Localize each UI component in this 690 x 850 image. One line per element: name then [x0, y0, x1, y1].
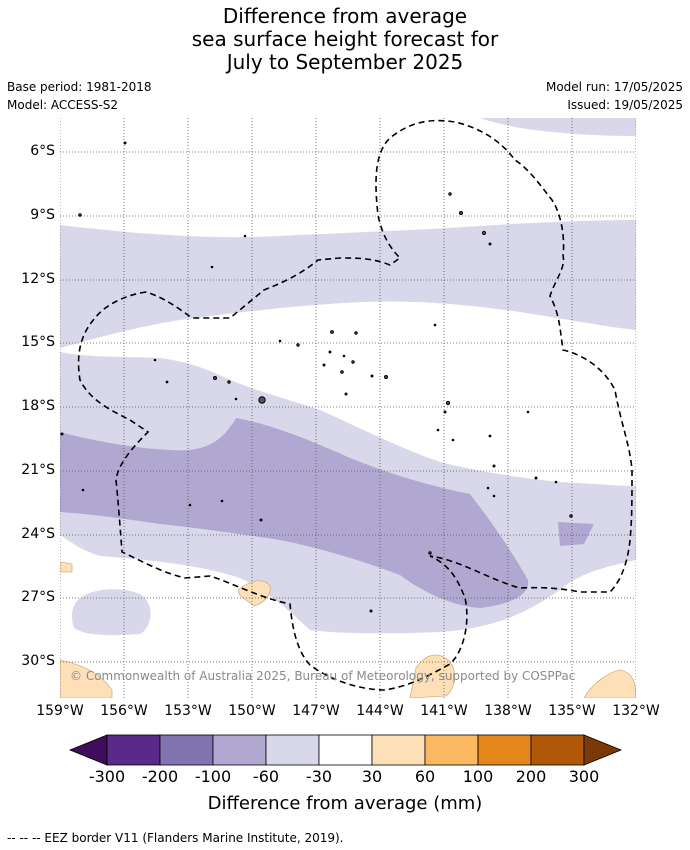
colorbar-tick-label: -30	[305, 767, 333, 786]
colorbar-tick-label: 30	[361, 767, 383, 786]
lat-label: 30°S	[21, 653, 55, 669]
colorbar-swatch	[371, 734, 426, 766]
title-line-3: July to September 2025	[226, 50, 464, 74]
model-run: Model run: 17/05/2025	[545, 80, 683, 94]
lon-label: 156°W	[100, 703, 148, 719]
colorbar-tick-label: -200	[141, 767, 179, 786]
model-name: Model: ACCESS-S2	[7, 98, 119, 112]
colorbar-swatch	[424, 734, 479, 766]
colorbar-tick-label: -300	[88, 767, 126, 786]
lat-label: 15°S	[21, 334, 55, 350]
islands	[60, 141, 573, 613]
colorbar-tick-label: -60	[252, 767, 280, 786]
colorbar-swatch	[159, 734, 214, 766]
lon-label: 147°W	[292, 703, 340, 719]
colorbar-swatch	[318, 734, 373, 766]
colorbar-extend-high	[583, 734, 623, 766]
anomaly-core-east	[558, 522, 594, 546]
positive-patch-5	[583, 669, 636, 698]
anomaly-band-north	[60, 220, 636, 348]
colorbar-tick-label: 60	[414, 767, 436, 786]
map-plot-area	[60, 118, 636, 698]
colorbar-swatch	[477, 734, 532, 766]
colorbar-tick-label: 100	[462, 767, 494, 786]
lon-label: 138°W	[484, 703, 532, 719]
eez-border	[77, 119, 633, 691]
lat-label: 24°S	[21, 526, 55, 542]
colorbar-tick-label: -100	[194, 767, 232, 786]
colorbar-swatch	[212, 734, 267, 766]
title-line-1: Difference from average	[222, 4, 468, 28]
lon-label: 141°W	[420, 703, 468, 719]
lon-label: 135°W	[548, 703, 596, 719]
lon-label: 159°W	[36, 703, 84, 719]
colorbar-tick-label: 300	[568, 767, 600, 786]
eez-legend-footer: -- -- -- EEZ border V11 (Flanders Marine…	[7, 831, 344, 845]
lat-label: 27°S	[21, 589, 55, 605]
anomaly-core	[60, 418, 529, 608]
colorbar-title: Difference from average (mm)	[207, 793, 483, 814]
lat-label: 6°S	[30, 143, 55, 159]
anomaly-patch-sw	[71, 589, 151, 636]
lon-label: 150°W	[228, 703, 276, 719]
lat-label: 12°S	[21, 271, 55, 287]
lat-label: 21°S	[21, 462, 55, 478]
colorbar-swatch	[265, 734, 320, 766]
graticule	[60, 118, 636, 698]
lon-label: 144°W	[356, 703, 404, 719]
positive-patch-3	[60, 659, 113, 698]
issued-date: Issued: 19/05/2025	[567, 98, 683, 112]
colorbar-tick-label: 200	[515, 767, 547, 786]
colorbar	[68, 734, 623, 766]
positive-patch-4	[409, 654, 455, 698]
copyright-notice: © Commonwealth of Australia 2025, Bureau…	[70, 669, 576, 683]
lat-label: 18°S	[21, 398, 55, 414]
colorbar-extend-low	[68, 734, 108, 766]
colorbar-swatch	[106, 734, 161, 766]
base-period: Base period: 1981-2018	[7, 80, 152, 94]
anomaly-top-strip	[480, 118, 636, 136]
colorbar-swatch	[530, 734, 585, 766]
lon-label: 153°W	[164, 703, 212, 719]
lat-label: 9°S	[30, 207, 55, 223]
lon-label: 132°W	[612, 703, 660, 719]
title-line-2: sea surface height forecast for	[191, 27, 499, 51]
positive-patch-2	[60, 561, 73, 573]
